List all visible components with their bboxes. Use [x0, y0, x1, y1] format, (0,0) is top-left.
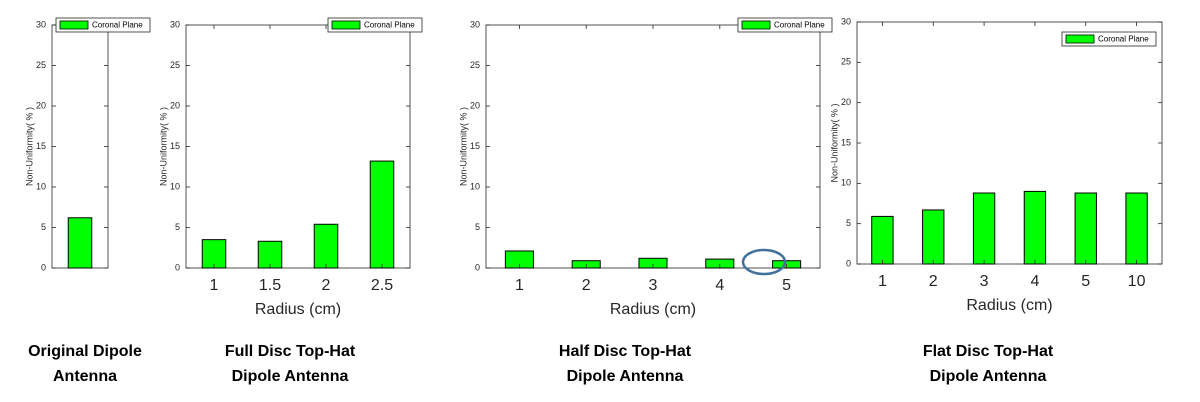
- x-tick-label: 4: [715, 277, 724, 294]
- x-axis-label: Radius (cm): [255, 301, 341, 318]
- y-tick-label: 5: [475, 222, 480, 232]
- y-axis-label: Non-Uniformity( % ): [24, 107, 34, 186]
- y-tick-label: 15: [470, 141, 480, 151]
- bar: [1125, 192, 1148, 265]
- y-tick-label: 10: [170, 181, 180, 191]
- y-tick-label: 25: [36, 60, 46, 70]
- y-axis-label: Non-Uniformity( % ): [158, 107, 168, 186]
- y-tick-label: 0: [475, 262, 480, 272]
- x-tick-label: 2: [929, 273, 938, 290]
- y-tick-label: 5: [41, 222, 46, 232]
- x-tick-label: 2: [582, 277, 591, 294]
- bar: [922, 209, 945, 265]
- bar: [67, 217, 93, 269]
- bar: [1023, 190, 1047, 265]
- bar: [972, 192, 996, 265]
- caption: Original Dipole: [28, 343, 142, 360]
- x-tick-label: 3: [980, 273, 989, 290]
- x-tick-label: 5: [1081, 273, 1090, 290]
- bar: [1074, 192, 1097, 265]
- y-tick-label: 0: [846, 258, 851, 268]
- y-tick-label: 15: [841, 137, 851, 147]
- x-tick-label: 1: [878, 273, 887, 290]
- axes-box: [485, 24, 821, 269]
- legend-label: Coronal Plane: [1098, 35, 1149, 44]
- y-tick-label: 10: [36, 181, 46, 191]
- y-tick-label: 5: [175, 222, 180, 232]
- x-axis-label: Radius (cm): [966, 297, 1052, 314]
- x-tick-label: 10: [1128, 273, 1146, 290]
- y-axis-label: Non-Uniformity( % ): [829, 103, 839, 182]
- caption: Flat Disc Top-Hat: [923, 343, 1054, 360]
- y-tick-label: 30: [841, 16, 851, 26]
- legend-label: Coronal Plane: [774, 21, 825, 30]
- y-tick-label: 10: [841, 178, 851, 188]
- caption: Dipole Antenna: [930, 368, 1047, 385]
- y-tick-label: 30: [470, 19, 480, 29]
- y-tick-label: 5: [846, 218, 851, 228]
- caption: Half Disc Top-Hat: [559, 343, 692, 360]
- y-tick-label: 25: [841, 57, 851, 67]
- y-axis-label: Non-Uniformity( % ): [458, 107, 468, 186]
- y-tick-label: 20: [170, 100, 180, 110]
- x-tick-label: 2: [322, 277, 331, 294]
- y-tick-label: 0: [41, 262, 46, 272]
- y-tick-label: 15: [36, 141, 46, 151]
- bar: [369, 160, 395, 269]
- bar: [201, 239, 227, 269]
- bar: [313, 223, 339, 269]
- legend-swatch: [331, 20, 361, 30]
- y-tick-label: 0: [175, 262, 180, 272]
- highlight-circle: [741, 248, 787, 276]
- caption: Full Disc Top-Hat: [225, 343, 356, 360]
- bar: [871, 215, 894, 265]
- y-tick-label: 25: [170, 60, 180, 70]
- x-tick-label: 1.5: [259, 277, 281, 294]
- x-tick-label: 5: [782, 277, 791, 294]
- legend-label: Coronal Plane: [92, 21, 143, 30]
- x-tick-label: 3: [649, 277, 658, 294]
- x-axis-label: Radius (cm): [610, 301, 696, 318]
- axes-box: [856, 21, 1163, 265]
- x-tick-label: 4: [1030, 273, 1039, 290]
- bar: [257, 240, 283, 269]
- y-tick-label: 15: [170, 141, 180, 151]
- caption: Antenna: [53, 368, 117, 385]
- y-tick-label: 20: [841, 97, 851, 107]
- y-tick-label: 20: [36, 100, 46, 110]
- x-tick-label: 2.5: [371, 277, 393, 294]
- y-tick-label: 30: [36, 19, 46, 29]
- x-tick-label: 1: [515, 277, 524, 294]
- y-tick-label: 20: [470, 100, 480, 110]
- y-tick-label: 25: [470, 60, 480, 70]
- legend-label: Coronal Plane: [364, 21, 415, 30]
- legend-swatch: [59, 20, 89, 30]
- caption: Dipole Antenna: [232, 368, 349, 385]
- legend-swatch: [741, 20, 771, 30]
- x-tick-label: 1: [210, 277, 219, 294]
- y-tick-label: 30: [170, 19, 180, 29]
- caption: Dipole Antenna: [567, 368, 684, 385]
- y-tick-label: 10: [470, 181, 480, 191]
- legend-swatch: [1065, 34, 1095, 44]
